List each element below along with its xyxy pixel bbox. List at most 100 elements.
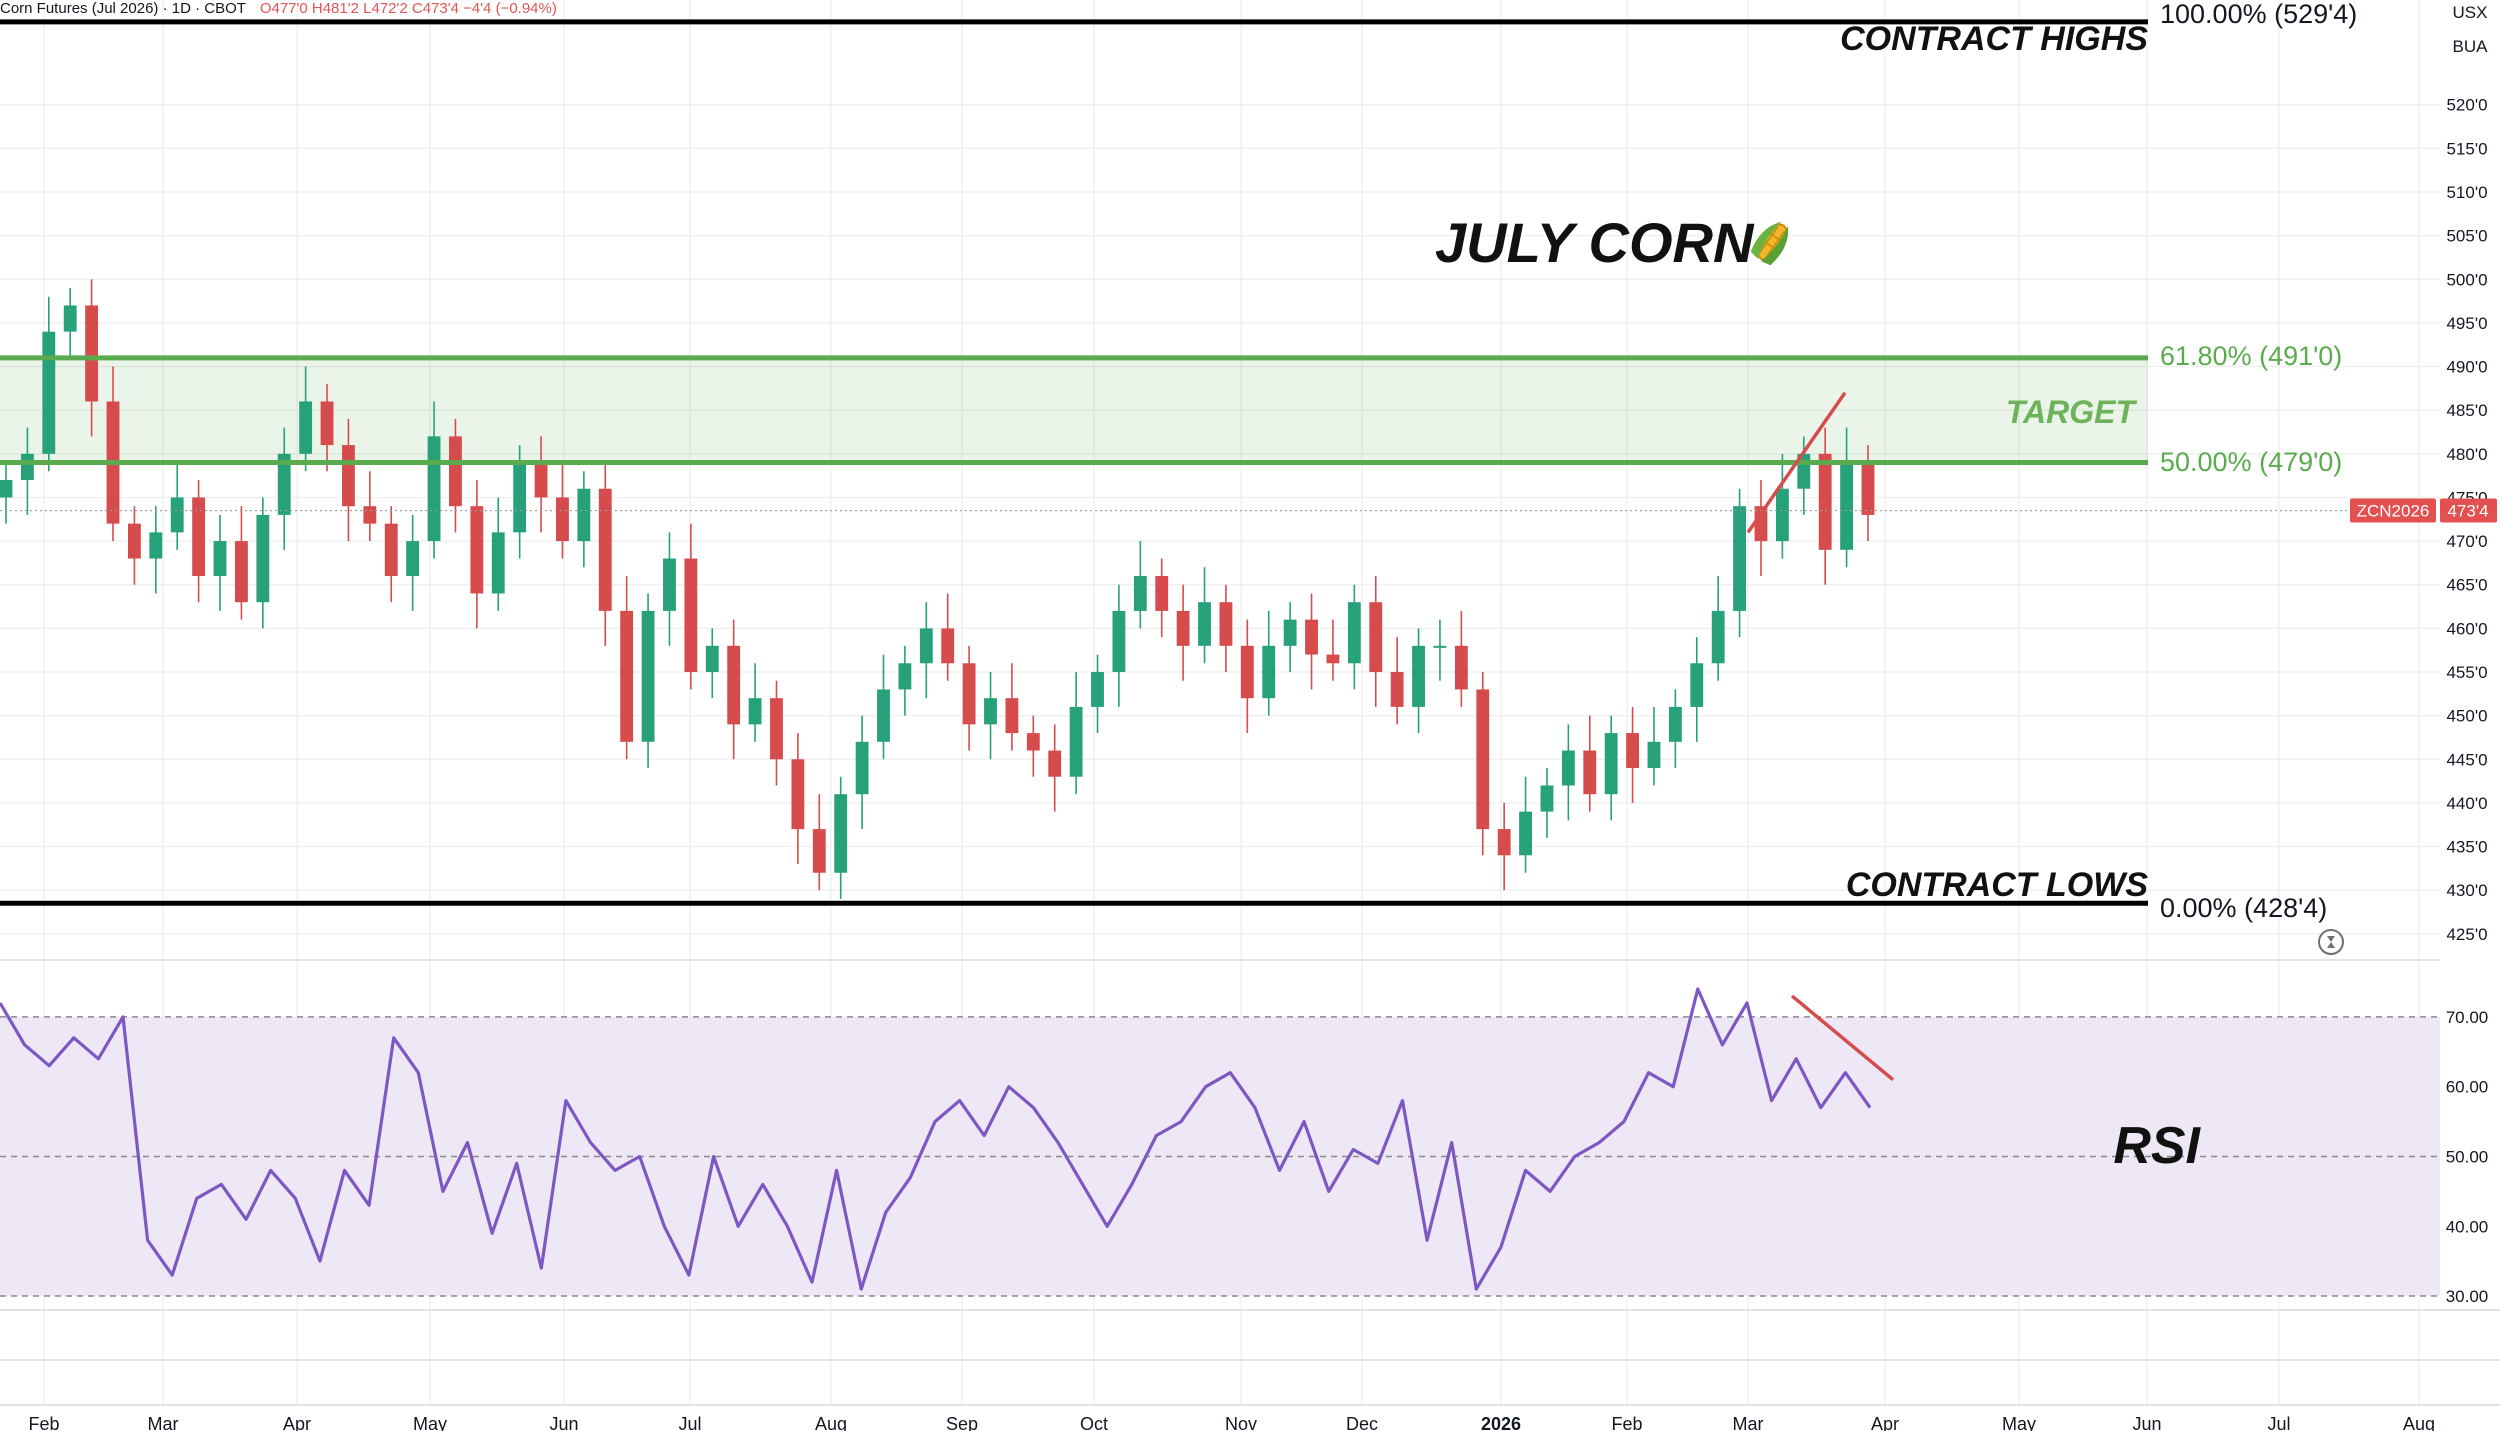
candle-body	[684, 558, 698, 672]
candle-body	[1176, 610, 1190, 646]
x-tick-label: Apr	[1871, 1414, 1899, 1431]
candle-body	[1604, 733, 1618, 795]
candle-body	[235, 541, 248, 603]
candle-body	[170, 497, 184, 533]
candle-body	[1390, 672, 1404, 707]
price-tick-label: 495'0	[2446, 314, 2487, 333]
candle-body	[919, 628, 933, 664]
rsi-tick-label: 30.00	[2446, 1287, 2489, 1306]
target-zone	[0, 357, 2148, 463]
candle-body	[834, 794, 848, 873]
candle-body	[1262, 645, 1276, 699]
annotation-contract-highs: CONTRACT HIGHS	[1840, 20, 2148, 58]
x-tick-label: May	[413, 1414, 447, 1431]
candle-body	[1369, 602, 1383, 672]
candles	[0, 279, 1875, 899]
candle-body	[620, 610, 634, 742]
candle-body	[277, 453, 291, 515]
candle-body	[877, 689, 890, 742]
price-tick-label: 470'0	[2446, 532, 2487, 551]
symbol-title: Corn Futures (Jul 2026) · 1D · CBOT	[0, 0, 246, 17]
price-tick-label: 440'0	[2446, 794, 2487, 813]
clock-icon[interactable]	[2318, 929, 2344, 955]
rsi-tick-label: 60.00	[2446, 1078, 2489, 1097]
price-tick-label: 455'0	[2446, 663, 2487, 682]
price-tick-label: 430'0	[2446, 881, 2487, 900]
x-tick-label: Mar	[1733, 1414, 1764, 1431]
candle-body	[513, 462, 527, 533]
candle-body	[1219, 602, 1233, 646]
candle-body	[898, 663, 912, 690]
candle-body	[20, 453, 34, 480]
candle-body	[1711, 610, 1725, 664]
candle-body	[663, 558, 676, 611]
fib-label-618: 61.80% (491'0)	[2160, 341, 2342, 371]
candle-body	[1690, 663, 1704, 707]
candle-body	[1540, 785, 1554, 812]
candle-body	[598, 488, 612, 611]
candle-body	[1133, 576, 1147, 611]
candle-body	[1818, 453, 1832, 550]
candle-body	[0, 480, 13, 498]
candle-body	[1733, 506, 1747, 611]
candle-body	[1647, 741, 1661, 768]
price-tick-label: 505'0	[2446, 227, 2487, 246]
candle-body	[1112, 610, 1126, 672]
candle-body	[1326, 654, 1340, 664]
candle-body	[1476, 689, 1490, 830]
x-tick-label: 2026	[1481, 1414, 1521, 1431]
ohlc-values: O477'0 H481'2 L472'2 C473'4 −4'4 (−0.94%…	[259, 0, 557, 17]
candle-body	[1048, 750, 1062, 777]
candle-body	[855, 741, 869, 795]
candle-body	[984, 698, 997, 725]
candle-body	[705, 645, 719, 672]
trend-lines	[1746, 391, 1895, 1082]
candle-body	[449, 436, 462, 507]
price-tick-label: 500'0	[2446, 270, 2487, 289]
x-tick-label: Oct	[1080, 1414, 1108, 1431]
candle-body	[1626, 733, 1639, 768]
x-tick-label: Sep	[946, 1414, 978, 1431]
candle-body	[1305, 619, 1318, 655]
candle-body	[1583, 750, 1597, 795]
chart-title: JULY CORN	[1435, 211, 1755, 274]
rsi-tick-label: 50.00	[2446, 1147, 2489, 1166]
candle-body	[1668, 706, 1682, 742]
candle-body	[812, 829, 826, 873]
candle-body	[770, 698, 783, 760]
last-price-symbol: ZCN2026	[2357, 502, 2430, 521]
candle-body	[299, 401, 313, 454]
last-price-marker: ZCN2026 473'4	[2350, 498, 2497, 523]
candle-body	[1519, 811, 1532, 856]
x-tick-label: Jun	[2132, 1414, 2161, 1431]
candle-body	[427, 436, 441, 542]
corn-icon	[1750, 221, 1789, 266]
x-tick-label: Apr	[283, 1414, 311, 1431]
annotation-contract-lows: CONTRACT LOWS	[1846, 866, 2149, 904]
candle-body	[1069, 706, 1083, 777]
rsi-tick-label: 70.00	[2446, 1008, 2489, 1027]
candle-body	[213, 541, 227, 576]
candle-body	[85, 305, 99, 402]
candle-body	[1198, 602, 1211, 646]
candle-body	[1433, 645, 1447, 648]
candle-body	[342, 445, 355, 507]
x-tick-label: Mar	[148, 1414, 179, 1431]
candle-body	[941, 628, 955, 664]
x-tick-label: May	[2002, 1414, 2036, 1431]
x-tick-label: Jun	[549, 1414, 578, 1431]
candle-body	[256, 514, 270, 603]
candle-body	[1347, 602, 1361, 664]
price-tick-label: 450'0	[2446, 707, 2487, 726]
annotation-rsi: RSI	[2113, 1117, 2201, 1175]
price-tick-label: 435'0	[2446, 838, 2487, 857]
candle-body	[320, 401, 334, 446]
annotation-target: TARGET	[2006, 394, 2138, 430]
x-tick-label: Jul	[678, 1414, 701, 1431]
price-tick-label: 425'0	[2446, 925, 2487, 944]
candle-body	[962, 663, 976, 725]
candle-body	[1561, 750, 1575, 786]
fib-label-high: 100.00% (529'4)	[2160, 0, 2357, 29]
candle-body	[363, 506, 377, 524]
fib-levels	[0, 19, 2350, 906]
